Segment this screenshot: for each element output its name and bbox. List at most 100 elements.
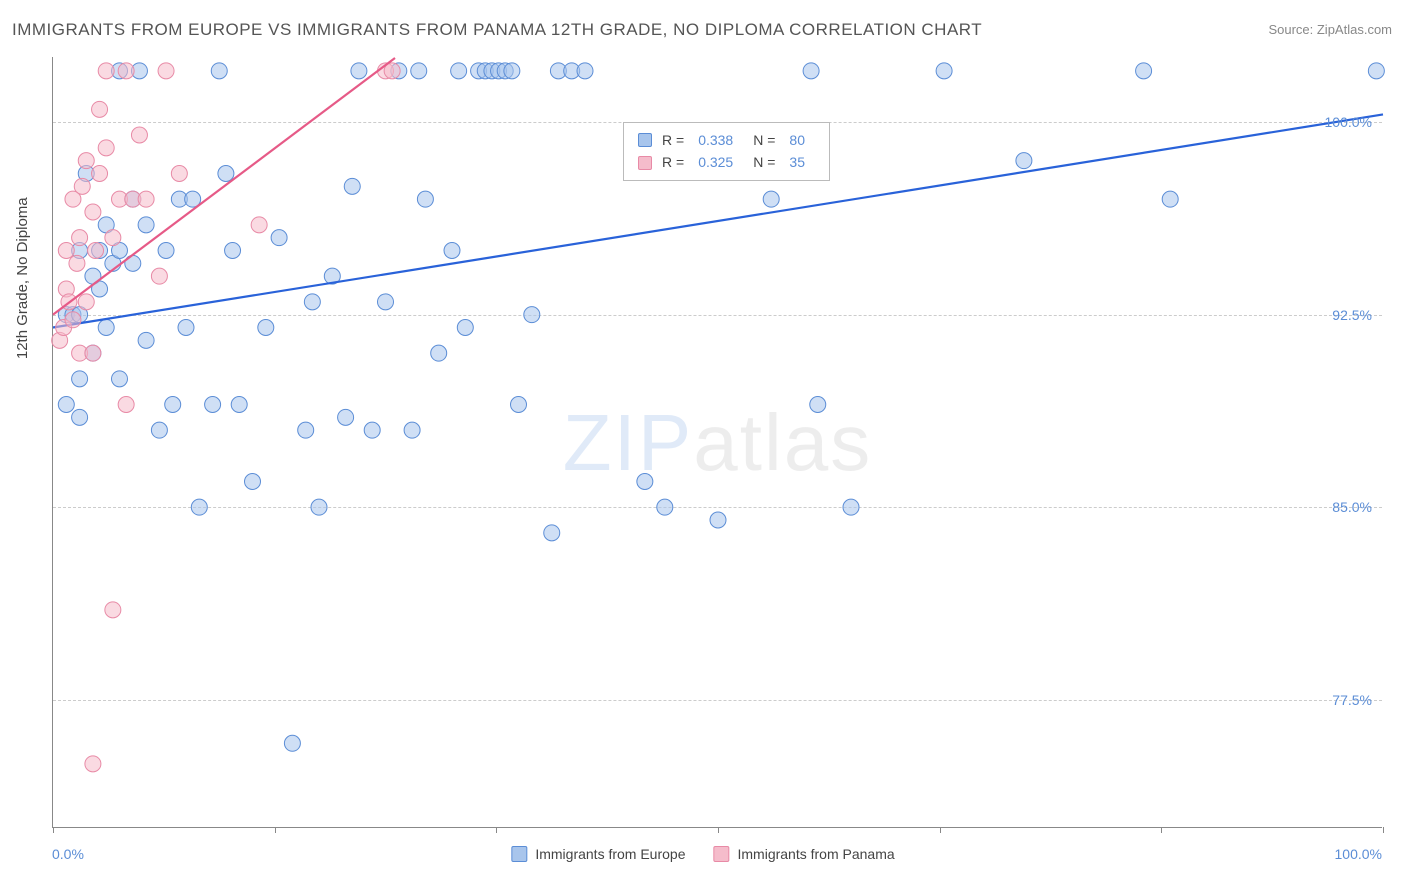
legend-label: Immigrants from Panama bbox=[738, 846, 895, 862]
legend-swatch-icon bbox=[511, 846, 527, 862]
x-tick bbox=[940, 827, 941, 833]
data-point bbox=[98, 140, 114, 156]
data-point bbox=[544, 525, 560, 541]
data-point bbox=[112, 371, 128, 387]
data-point bbox=[524, 307, 540, 323]
data-point bbox=[457, 320, 473, 336]
series-legend: Immigrants from Europe Immigrants from P… bbox=[511, 846, 894, 862]
data-point bbox=[65, 312, 81, 328]
data-point bbox=[311, 499, 327, 515]
x-tick bbox=[496, 827, 497, 833]
x-tick bbox=[1161, 827, 1162, 833]
data-point bbox=[258, 320, 274, 336]
data-point bbox=[158, 63, 174, 79]
data-point bbox=[105, 230, 121, 246]
data-point bbox=[178, 320, 194, 336]
chart-title: IMMIGRANTS FROM EUROPE VS IMMIGRANTS FRO… bbox=[12, 20, 982, 40]
data-point bbox=[78, 294, 94, 310]
data-point bbox=[1016, 153, 1032, 169]
data-point bbox=[218, 166, 234, 182]
y-axis-label: 12th Grade, No Diploma bbox=[14, 197, 31, 359]
data-point bbox=[69, 255, 85, 271]
data-point bbox=[58, 243, 74, 259]
n-label: N = bbox=[753, 151, 775, 173]
data-point bbox=[88, 243, 104, 259]
data-point bbox=[657, 499, 673, 515]
data-point bbox=[92, 101, 108, 117]
data-point bbox=[504, 63, 520, 79]
data-point bbox=[411, 63, 427, 79]
data-point bbox=[205, 397, 221, 413]
plot-area: ZIPatlas 77.5%85.0%92.5%100.0% R = 0.338… bbox=[52, 58, 1382, 828]
data-point bbox=[444, 243, 460, 259]
legend-label: Immigrants from Europe bbox=[535, 846, 685, 862]
r-label: R = bbox=[662, 151, 684, 173]
data-point bbox=[158, 243, 174, 259]
data-point bbox=[118, 397, 134, 413]
x-tick bbox=[1383, 827, 1384, 833]
data-point bbox=[211, 63, 227, 79]
data-point bbox=[78, 153, 94, 169]
data-point bbox=[271, 230, 287, 246]
data-point bbox=[231, 397, 247, 413]
y-tick-label: 85.0% bbox=[1332, 499, 1372, 515]
data-point bbox=[637, 474, 653, 490]
data-point bbox=[763, 191, 779, 207]
y-tick-label: 92.5% bbox=[1332, 307, 1372, 323]
data-point bbox=[251, 217, 267, 233]
y-tick-label: 77.5% bbox=[1332, 692, 1372, 708]
r-label: R = bbox=[662, 129, 684, 151]
correlation-legend-box: R = 0.338 N = 80 R = 0.325 N = 35 bbox=[623, 122, 830, 181]
data-point bbox=[245, 474, 261, 490]
data-point bbox=[118, 63, 134, 79]
legend-row-panama: R = 0.325 N = 35 bbox=[638, 151, 815, 173]
r-value-europe: 0.338 bbox=[698, 129, 733, 151]
x-tick bbox=[275, 827, 276, 833]
data-point bbox=[138, 332, 154, 348]
data-point bbox=[171, 166, 187, 182]
data-point bbox=[138, 217, 154, 233]
data-point bbox=[304, 294, 320, 310]
data-point bbox=[364, 422, 380, 438]
r-value-panama: 0.325 bbox=[698, 151, 733, 173]
data-point bbox=[338, 409, 354, 425]
data-point bbox=[92, 166, 108, 182]
y-tick-label: 100.0% bbox=[1325, 114, 1372, 130]
regression-line bbox=[53, 58, 395, 315]
data-point bbox=[810, 397, 826, 413]
data-point bbox=[72, 371, 88, 387]
data-point bbox=[710, 512, 726, 528]
legend-item-europe: Immigrants from Europe bbox=[511, 846, 685, 862]
data-point bbox=[284, 735, 300, 751]
source-attribution: Source: ZipAtlas.com bbox=[1268, 22, 1392, 37]
data-point bbox=[431, 345, 447, 361]
data-point bbox=[936, 63, 952, 79]
legend-swatch-icon bbox=[714, 846, 730, 862]
data-point bbox=[451, 63, 467, 79]
legend-swatch-europe bbox=[638, 133, 652, 147]
data-point bbox=[85, 345, 101, 361]
x-axis-max-label: 100.0% bbox=[1335, 846, 1382, 862]
data-point bbox=[344, 178, 360, 194]
x-tick bbox=[53, 827, 54, 833]
data-point bbox=[191, 499, 207, 515]
data-point bbox=[298, 422, 314, 438]
data-point bbox=[1162, 191, 1178, 207]
data-point bbox=[98, 63, 114, 79]
data-point bbox=[151, 422, 167, 438]
data-point bbox=[151, 268, 167, 284]
data-point bbox=[85, 204, 101, 220]
data-point bbox=[417, 191, 433, 207]
legend-row-europe: R = 0.338 N = 80 bbox=[638, 129, 815, 151]
data-point bbox=[74, 178, 90, 194]
x-axis-min-label: 0.0% bbox=[52, 846, 84, 862]
data-point bbox=[803, 63, 819, 79]
legend-swatch-panama bbox=[638, 156, 652, 170]
legend-item-panama: Immigrants from Panama bbox=[714, 846, 895, 862]
data-point bbox=[85, 756, 101, 772]
data-point bbox=[165, 397, 181, 413]
n-label: N = bbox=[753, 129, 775, 151]
data-point bbox=[58, 397, 74, 413]
data-point bbox=[511, 397, 527, 413]
data-point bbox=[98, 320, 114, 336]
